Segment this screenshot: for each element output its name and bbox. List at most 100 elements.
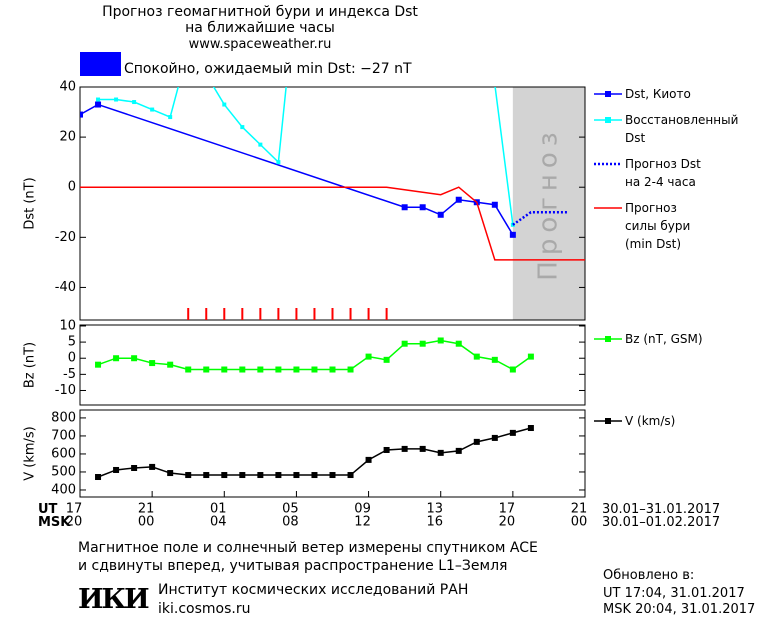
- msk-dates: 30.01–01.02.2017: [602, 515, 721, 530]
- status-box: [80, 52, 121, 76]
- title: Прогноз геомагнитной бури и индекса Dst: [102, 4, 418, 20]
- legend-marker: [605, 117, 611, 123]
- data-point: [437, 337, 444, 344]
- data-point: [132, 100, 137, 105]
- legend-label: Прогноз силы бури (min Dst): [625, 201, 691, 251]
- legend-label: Прогноз Dst на 2-4 часа: [625, 157, 701, 189]
- x-tick-label: 21: [571, 502, 588, 517]
- data-point: [419, 204, 426, 211]
- site-url: www.spaceweather.ru: [188, 37, 332, 52]
- data-point: [347, 366, 354, 373]
- legend-label: Восстановленный Dst: [625, 113, 739, 145]
- x-tick-label-msk: 04: [210, 515, 227, 530]
- data-point: [455, 447, 462, 454]
- data-point: [419, 340, 426, 347]
- data-point: [347, 472, 354, 479]
- data-point: [419, 445, 426, 452]
- data-point: [311, 366, 318, 373]
- y-axis-label: V (km/s): [23, 426, 38, 481]
- y-tick-label: -40: [55, 280, 76, 295]
- institute-name: Институт космических исследований РАН: [158, 582, 469, 598]
- data-point: [203, 366, 210, 373]
- y-tick-label: 0: [68, 351, 76, 366]
- x-tick-label-msk: 00: [571, 515, 588, 530]
- data-point: [167, 470, 174, 477]
- data-point: [257, 366, 264, 373]
- legend-marker: [605, 418, 611, 424]
- data-point: [401, 445, 408, 452]
- data-point: [383, 446, 390, 453]
- data-point: [222, 102, 227, 107]
- y-tick-label: 700: [51, 428, 76, 443]
- x-tick-label-msk: 00: [138, 515, 155, 530]
- series-layer: [95, 425, 534, 481]
- data-point: [527, 353, 534, 360]
- x-tick-label: 17: [66, 502, 83, 517]
- y-axis-label: Bz (nT): [23, 342, 38, 388]
- data-point: [509, 429, 516, 436]
- data-point: [185, 366, 192, 373]
- x-tick-label-msk: 16: [426, 515, 443, 530]
- data-point: [473, 353, 480, 360]
- data-point: [509, 366, 516, 373]
- series-line: [97, 427, 532, 478]
- data-point: [509, 231, 516, 238]
- data-point: [221, 366, 228, 373]
- note: Магнитное поле и солнечный ветер измерен…: [78, 540, 538, 574]
- x-tick-label-msk: 20: [499, 515, 516, 530]
- data-point: [491, 201, 498, 208]
- status-text: Спокойно, ожидаемый min Dst: −27 nT: [124, 61, 412, 77]
- x-tick-label: 17: [499, 502, 516, 517]
- data-point: [275, 366, 282, 373]
- x-tick-label: 01: [210, 502, 227, 517]
- y-tick-label: -20: [55, 230, 76, 245]
- data-point: [150, 107, 155, 112]
- series-line: [80, 186, 585, 261]
- series-line: [97, 339, 532, 371]
- data-point: [401, 340, 408, 347]
- data-point: [96, 97, 101, 102]
- x-tick-label-msk: 12: [354, 515, 371, 530]
- data-point: [167, 361, 174, 368]
- series-layer: [80, 87, 585, 261]
- y-axis-label: Dst (nT): [23, 177, 38, 229]
- plot-frame: [79, 324, 586, 406]
- y-tick-label: 600: [51, 446, 76, 461]
- y-tick-label: 20: [59, 130, 76, 145]
- updated-ut: UT 17:04, 31.01.2017: [603, 586, 745, 601]
- y-tick-label: 0: [68, 180, 76, 195]
- data-point: [329, 472, 336, 479]
- data-point: [293, 366, 300, 373]
- series-line: [512, 211, 567, 226]
- x-tick-label-msk: 08: [282, 515, 299, 530]
- updated-title: Обновлено в:: [603, 568, 695, 583]
- series-layer: [95, 337, 534, 373]
- data-point: [95, 361, 102, 368]
- data-point: [276, 160, 281, 165]
- data-point: [365, 456, 372, 463]
- y-tick-label: 500: [51, 464, 76, 479]
- x-tick-label: 05: [282, 502, 299, 517]
- plot-frame: [79, 86, 586, 321]
- x-tick-label: 13: [426, 502, 443, 517]
- data-point: [257, 472, 264, 479]
- logo: ИКИ: [78, 584, 150, 615]
- ut-row-label: UT: [38, 502, 58, 517]
- subtitle: на ближайшие часы: [185, 20, 335, 36]
- plot-frame: [79, 409, 586, 498]
- series-line: [98, 87, 514, 225]
- y-tick-label: 40: [59, 80, 76, 95]
- x-tick-label: 09: [354, 502, 371, 517]
- y-tick-label: 10: [59, 318, 76, 333]
- data-point: [113, 466, 120, 473]
- data-point: [455, 196, 462, 203]
- legend-label: V (km/s): [625, 414, 676, 428]
- legend-marker: [605, 91, 611, 97]
- data-point: [239, 472, 246, 479]
- msk-row-label: MSK: [38, 515, 71, 530]
- data-point: [149, 463, 156, 470]
- data-point: [185, 472, 192, 479]
